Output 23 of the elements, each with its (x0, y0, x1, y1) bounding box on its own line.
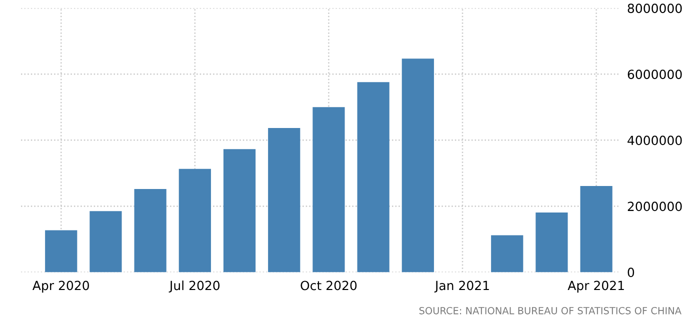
bar (178, 168, 211, 272)
x-tick-label: Apr 2020 (32, 280, 89, 293)
bar (580, 186, 612, 272)
bar (90, 211, 122, 272)
bar (223, 149, 256, 272)
bar (268, 128, 300, 272)
bar (357, 82, 390, 272)
bar (536, 212, 568, 272)
y-tick-label: 6000000 (628, 70, 682, 80)
y-tick-label: 2000000 (628, 202, 682, 212)
bar (402, 58, 434, 272)
bar (45, 230, 78, 272)
bar (312, 107, 345, 272)
x-tick-label: Oct 2020 (300, 280, 357, 290)
x-tick-label: Jan 2021 (434, 280, 489, 293)
y-tick-label: 4000000 (628, 136, 682, 146)
x-tick-label: Jul 2020 (168, 280, 220, 293)
bar (491, 235, 524, 272)
source-note: SOURCE: NATIONAL BUREAU OF STATISTICS OF CHINA (419, 306, 682, 314)
y-tick-label: 0 (628, 268, 634, 278)
y-tick-label: 8000000 (628, 4, 682, 14)
bar (134, 189, 166, 272)
x-tick-label: Apr 2021 (568, 280, 624, 293)
